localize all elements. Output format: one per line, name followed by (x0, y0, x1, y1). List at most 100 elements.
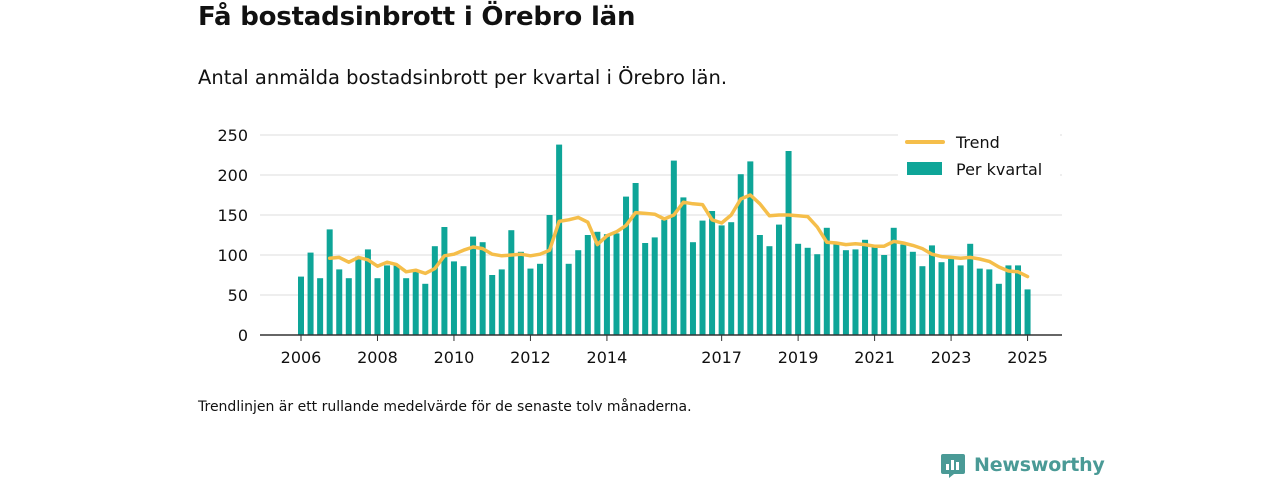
y-tick-label: 250 (217, 126, 248, 145)
bar (709, 211, 716, 335)
y-tick-label: 150 (217, 206, 248, 225)
bar (948, 259, 955, 335)
legend-bar-swatch (907, 162, 942, 175)
bar (441, 227, 448, 335)
bar (1024, 289, 1031, 335)
bar (307, 252, 314, 335)
bar (594, 231, 601, 335)
legend-background (898, 130, 1060, 186)
bar (986, 269, 993, 335)
chart-subtitle: Antal anmälda bostadsinbrott per kvartal… (198, 66, 728, 89)
bar (747, 161, 754, 335)
bar (584, 235, 591, 335)
x-axis: 2006 2008 2010 2012 2014 2017 2019 2021 2023 2025 (260, 334, 1062, 367)
bar (766, 246, 773, 335)
bar (403, 278, 410, 335)
bar (890, 227, 897, 335)
bar (498, 269, 505, 335)
brand-logo[interactable]: Newsworthy (940, 451, 1105, 479)
bar (852, 249, 859, 335)
bar (336, 269, 343, 335)
bar (785, 151, 792, 335)
bar (632, 183, 639, 335)
legend: Trend Per kvartal (898, 130, 1060, 186)
bar (412, 271, 419, 335)
bar (651, 237, 658, 335)
bar (1015, 265, 1021, 335)
newsworthy-logo-icon (941, 454, 965, 478)
bar (556, 144, 563, 335)
y-tick-label: 50 (228, 286, 248, 305)
bar (546, 215, 553, 335)
x-tick-label: 2021 (854, 348, 895, 367)
bar (776, 224, 782, 335)
bar (613, 233, 620, 335)
y-tick-label: 0 (238, 326, 248, 345)
bar (527, 268, 534, 335)
bar (976, 268, 983, 335)
bar-series (298, 144, 1031, 335)
bar (957, 265, 964, 335)
bar (431, 246, 438, 335)
x-tick-label: 2025 (1007, 348, 1048, 367)
bar (967, 243, 974, 335)
y-axis: 0 50 100 150 200 250 (217, 126, 248, 345)
bar (995, 283, 1002, 335)
bar (871, 245, 878, 335)
bar (355, 256, 362, 335)
x-tick-label: 2017 (701, 348, 742, 367)
bar (317, 278, 324, 335)
bar (728, 222, 735, 335)
bar (508, 230, 515, 335)
bar (575, 250, 582, 335)
bar (862, 239, 869, 335)
brand-name: Newsworthy (974, 454, 1105, 476)
chart-title: Få bostadsinbrott i Örebro län (198, 2, 636, 32)
bar (909, 251, 916, 335)
bar (642, 243, 649, 335)
bar (1005, 265, 1012, 335)
bar (842, 250, 849, 335)
bar (517, 251, 524, 335)
legend-bar-label: Per kvartal (956, 160, 1042, 179)
bar (479, 242, 486, 335)
bar (384, 265, 391, 335)
bar (881, 255, 888, 335)
bar (537, 263, 543, 335)
bar (326, 229, 333, 335)
bar (623, 196, 630, 335)
bar (814, 254, 821, 335)
bar (689, 242, 696, 335)
bar (670, 160, 677, 335)
y-tick-label: 200 (217, 166, 248, 185)
bar (804, 247, 811, 335)
bar (900, 244, 907, 335)
footnote: Trendlinjen är ett rullande medelvärde f… (198, 399, 692, 415)
bar (718, 225, 725, 335)
bar (795, 243, 802, 335)
bar (919, 266, 926, 335)
bar (489, 275, 496, 335)
legend-trend-label: Trend (955, 133, 1000, 152)
bar (470, 236, 477, 335)
bar (298, 276, 304, 335)
x-tick-label: 2014 (587, 348, 628, 367)
bar (603, 234, 610, 335)
x-tick-label: 2006 (281, 348, 322, 367)
bar (661, 219, 668, 335)
bar (938, 262, 945, 335)
x-tick-label: 2023 (931, 348, 972, 367)
bar (374, 278, 381, 335)
trend-line (327, 193, 1030, 279)
bar (833, 242, 840, 335)
x-tick-label: 2019 (778, 348, 819, 367)
bar (699, 220, 706, 335)
bar (460, 266, 467, 335)
bar (393, 265, 400, 335)
trend-series (327, 193, 1030, 279)
bar (756, 235, 763, 335)
bar (345, 278, 352, 335)
x-tick-label: 2008 (357, 348, 398, 367)
bar (565, 263, 572, 335)
